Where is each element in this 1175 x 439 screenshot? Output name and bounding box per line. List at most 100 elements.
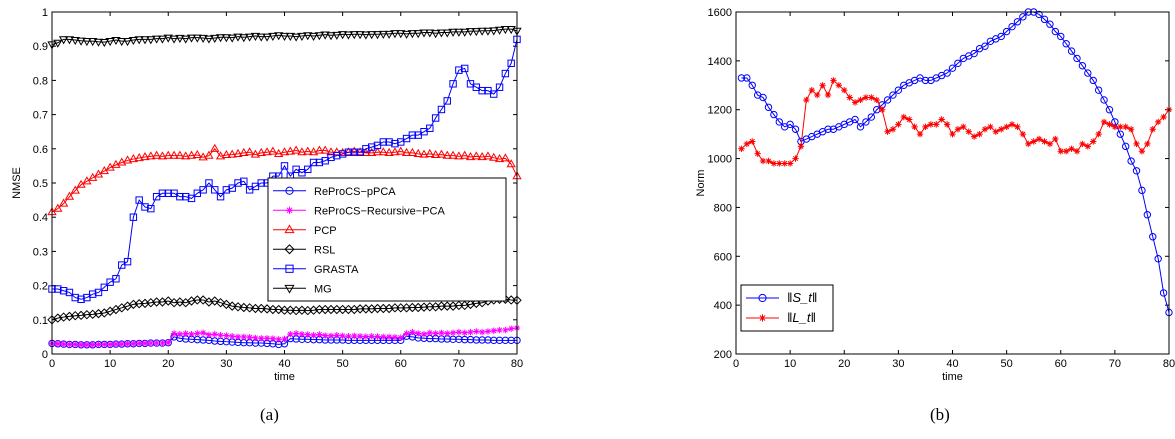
data-point (506, 295, 516, 305)
data-point (478, 328, 486, 336)
data-point (181, 192, 190, 201)
data-point (1035, 135, 1043, 143)
caption-a: (a) (260, 405, 279, 424)
data-point (308, 147, 319, 156)
data-point (1062, 40, 1070, 48)
caption-b: (b) (930, 405, 950, 424)
data-point (281, 335, 288, 343)
data-point (1040, 15, 1049, 24)
data-point (256, 33, 266, 42)
data-point (1084, 143, 1092, 150)
data-point (1041, 138, 1048, 145)
x-tick-label: 70 (453, 358, 465, 370)
data-point (430, 149, 441, 159)
data-point (436, 29, 447, 38)
data-point (320, 31, 330, 40)
data-point (1122, 123, 1129, 131)
data-point (343, 31, 354, 40)
data-point (1105, 106, 1114, 114)
data-point (438, 329, 445, 336)
data-point (320, 145, 330, 154)
data-point (246, 334, 253, 341)
data-point (192, 149, 202, 159)
figure-a: 0 10 20 30 40 50 60 70 80 0 0.1 0.2 0.3 0.4 0.5 0.6 0.7 0… (11, 7, 523, 383)
data-point (122, 38, 133, 47)
data-point (460, 335, 469, 344)
data-point (147, 204, 155, 213)
data-point (1106, 121, 1113, 128)
data-point (1013, 18, 1022, 26)
data-point (372, 147, 383, 156)
data-point (176, 330, 184, 338)
data-point (1068, 145, 1075, 152)
data-point (339, 332, 346, 340)
data-point (754, 150, 761, 157)
data-point (227, 149, 237, 158)
axes-frame (735, 11, 1170, 355)
data-point (965, 128, 972, 135)
data-point (117, 38, 127, 47)
legend-marker (284, 244, 295, 255)
data-point (900, 113, 907, 121)
data-point (153, 339, 160, 347)
data-point (1100, 96, 1108, 104)
data-point (484, 328, 492, 335)
data-point (1159, 289, 1168, 297)
data-point (124, 340, 131, 347)
data-point (94, 288, 103, 297)
legend-entry: PCP (314, 225, 337, 237)
data-point (211, 330, 218, 338)
data-point (791, 125, 800, 133)
data-point (70, 185, 80, 194)
data-point (461, 329, 468, 336)
data-point (748, 81, 756, 89)
data-point (396, 30, 406, 39)
data-point (362, 333, 370, 340)
data-point (454, 28, 464, 37)
data-point (187, 194, 196, 203)
data-point (151, 35, 162, 44)
data-point (1067, 47, 1076, 55)
data-point (83, 341, 91, 348)
data-point (448, 150, 458, 159)
data-point (981, 126, 989, 133)
data-point (1019, 13, 1027, 21)
data-point (502, 326, 509, 334)
data-point (954, 59, 962, 67)
data-point (759, 93, 767, 102)
data-point (391, 139, 399, 148)
data-point (786, 160, 794, 167)
data-point (304, 165, 312, 174)
data-point (938, 116, 945, 123)
data-point (240, 333, 248, 341)
data-point (851, 99, 859, 106)
data-point (275, 336, 282, 343)
axes-frame (51, 11, 518, 355)
data-point (210, 34, 220, 43)
data-point (1073, 54, 1081, 63)
data-point (506, 159, 516, 168)
data-point (257, 179, 265, 187)
data-point (211, 186, 219, 194)
data-point (76, 37, 86, 46)
data-point (1144, 140, 1151, 148)
data-point (332, 147, 342, 156)
data-point (315, 158, 324, 167)
data-point (256, 303, 266, 314)
data-point (471, 151, 481, 160)
data-point (490, 90, 498, 98)
y-tick-label: 0.4 (33, 212, 48, 224)
data-point (1084, 69, 1092, 77)
data-point (77, 295, 85, 303)
data-point (210, 296, 220, 306)
data-point (54, 340, 62, 347)
data-point (343, 147, 354, 156)
data-point (1149, 233, 1157, 241)
y-tick-label: 600 (714, 251, 732, 263)
data-point (443, 97, 451, 105)
data-point (210, 143, 220, 152)
data-point (878, 106, 886, 113)
x-tick-label: 80 (511, 358, 523, 370)
data-point (1078, 62, 1087, 70)
data-point (981, 42, 989, 50)
